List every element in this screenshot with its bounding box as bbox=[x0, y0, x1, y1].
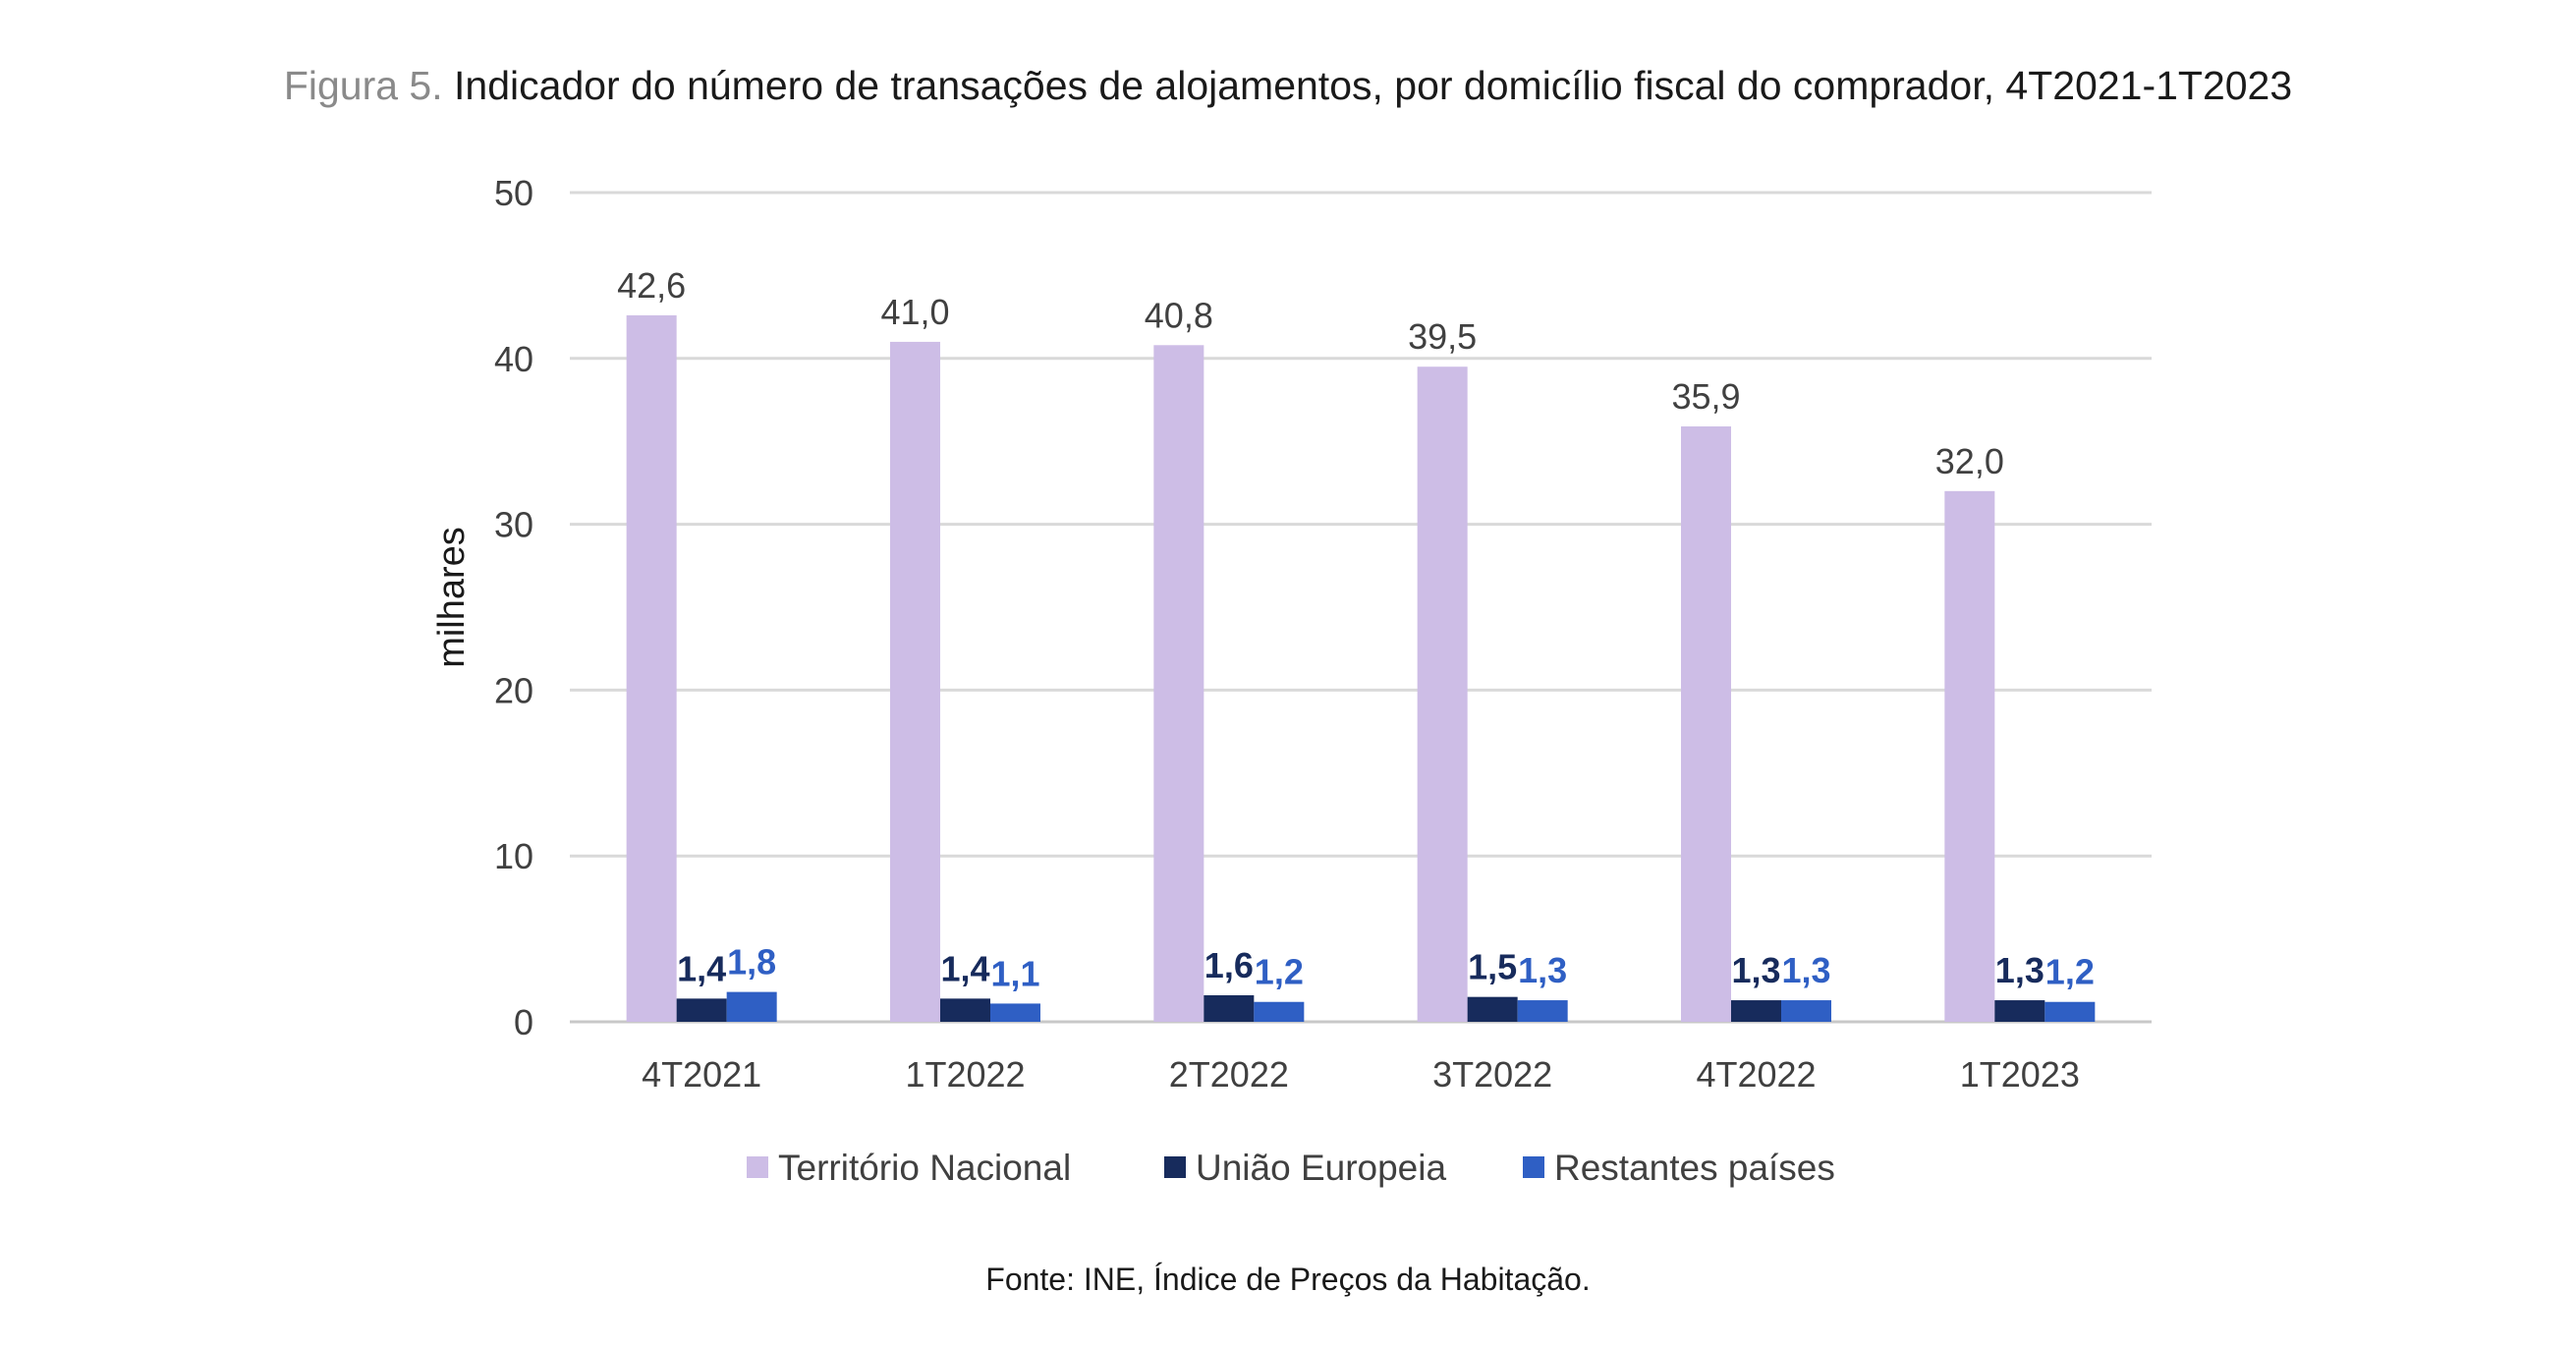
x-tick-label: 2T2022 bbox=[1169, 1054, 1289, 1095]
data-label: 35,9 bbox=[1671, 376, 1740, 417]
data-label: 1,4 bbox=[940, 948, 989, 988]
bar bbox=[1254, 1001, 1305, 1022]
source-note: Fonte: INE, Índice de Preços da Habitaçã… bbox=[0, 1260, 2576, 1299]
data-label: 1,3 bbox=[1518, 950, 1567, 990]
source-label: Fonte: bbox=[985, 1262, 1075, 1297]
data-label: 1,3 bbox=[1731, 950, 1780, 990]
x-tick-label: 4T2021 bbox=[642, 1054, 761, 1095]
data-label: 40,8 bbox=[1145, 295, 1213, 335]
bar bbox=[626, 314, 677, 1022]
data-label: 1,2 bbox=[2045, 952, 2095, 992]
bar bbox=[1781, 1000, 1831, 1022]
bar bbox=[1417, 366, 1468, 1022]
bar bbox=[2044, 1001, 2096, 1022]
x-tick-label: 1T2022 bbox=[905, 1054, 1025, 1095]
bar bbox=[1204, 994, 1255, 1022]
data-label: 32,0 bbox=[1935, 441, 2004, 481]
bar bbox=[940, 998, 990, 1022]
data-label: 1,4 bbox=[677, 948, 726, 988]
bar bbox=[1467, 996, 1518, 1022]
y-tick-label: 10 bbox=[494, 836, 533, 876]
bars bbox=[626, 314, 2096, 1023]
figure-number: Figura 5. bbox=[283, 63, 443, 108]
y-tick-label: 20 bbox=[494, 670, 533, 710]
data-label: 42,6 bbox=[617, 265, 686, 306]
bar bbox=[1944, 490, 1995, 1023]
source-text: INE, Índice de Preços da Habitação. bbox=[1083, 1262, 1591, 1297]
y-axis-ticks: 0 10 20 30 40 50 bbox=[494, 173, 533, 1042]
bar bbox=[676, 998, 727, 1022]
bar bbox=[1994, 1000, 2045, 1022]
x-tick-label: 4T2022 bbox=[1696, 1054, 1816, 1095]
x-tick-label: 3T2022 bbox=[1432, 1054, 1552, 1095]
data-label: 1,8 bbox=[727, 942, 776, 983]
legend-label: União Europeia bbox=[1196, 1148, 1446, 1188]
y-tick-label: 40 bbox=[494, 339, 533, 379]
y-tick-label: 0 bbox=[514, 1002, 533, 1042]
gridlines bbox=[570, 191, 2152, 1024]
x-tick-label: 1T2023 bbox=[1960, 1054, 2080, 1095]
y-tick-label: 30 bbox=[494, 505, 533, 545]
legend-label: Território Nacional bbox=[778, 1148, 1071, 1188]
data-label: 41,0 bbox=[880, 292, 949, 332]
data-label: 1,2 bbox=[1255, 952, 1304, 992]
legend-swatch bbox=[1164, 1156, 1186, 1178]
legend-swatch bbox=[747, 1156, 768, 1178]
bar bbox=[1517, 1000, 1568, 1022]
bar bbox=[1731, 1000, 1781, 1022]
data-label: 1,6 bbox=[1204, 945, 1254, 985]
bar bbox=[726, 991, 777, 1022]
data-label: 1,5 bbox=[1468, 947, 1517, 987]
bar bbox=[1681, 426, 1731, 1022]
figure-title: Figura 5. Indicador do número de transaç… bbox=[0, 61, 2576, 110]
data-labels: 42,61,4 1,841,01,4 1,140,81,6 1,239,51,5 1,3… bbox=[617, 265, 2095, 994]
data-label: 1,1 bbox=[990, 953, 1039, 993]
data-label: 39,5 bbox=[1408, 316, 1477, 357]
x-axis-ticks: 4T2021 1T2022 2T2022 3T2022 4T2022 1T2023 bbox=[642, 1054, 2080, 1095]
bar bbox=[1153, 345, 1204, 1022]
data-label: 1,3 bbox=[1995, 950, 2044, 990]
figure-title-text: Indicador do número de transações de alo… bbox=[454, 63, 2293, 108]
y-axis-title: milhares bbox=[431, 527, 473, 668]
legend-label: Restantes países bbox=[1554, 1148, 1835, 1188]
bar bbox=[990, 1003, 1040, 1022]
data-label: 1,3 bbox=[1781, 950, 1830, 990]
legend: Território Nacional União Europeia Restant… bbox=[747, 1148, 1835, 1188]
y-tick-label: 50 bbox=[494, 173, 533, 213]
legend-swatch bbox=[1523, 1156, 1544, 1178]
bar bbox=[890, 341, 940, 1022]
